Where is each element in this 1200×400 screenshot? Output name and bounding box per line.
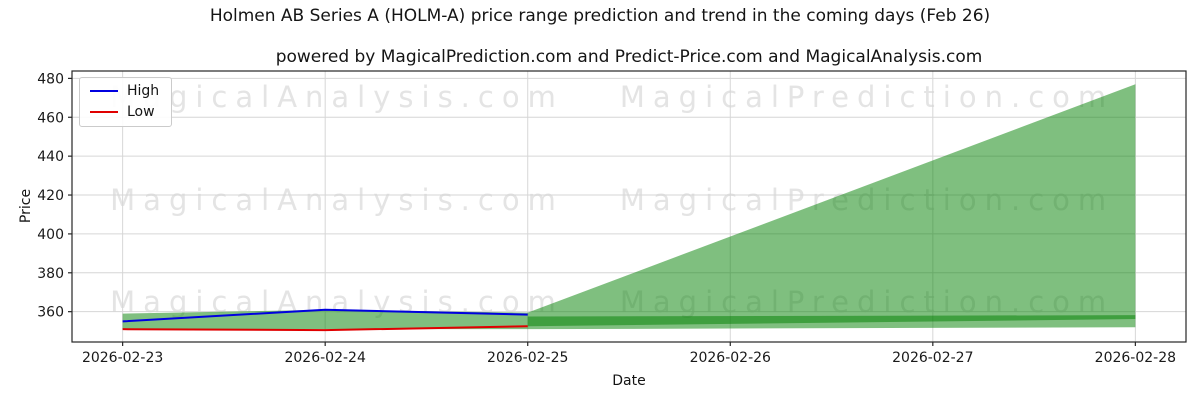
band-prediction-trend-wedge: [527, 315, 1136, 327]
watermark-text: MagicalPrediction.com: [619, 80, 1115, 114]
legend-item-high: High: [90, 84, 159, 98]
x-tick-label: 2026-02-27: [892, 350, 973, 366]
chart-subtitle: powered by MagicalPrediction.com and Pre…: [275, 47, 983, 67]
chart-title: Holmen AB Series A (HOLM-A) price range …: [209, 6, 991, 26]
band-prediction-fan: [527, 84, 1136, 330]
y-axis-label: Price: [18, 188, 34, 224]
x-tick-label: 2026-02-24: [284, 350, 365, 366]
y-tick-label: 360: [37, 305, 64, 321]
series-line-high: [122, 308, 528, 323]
x-axis-label: Date: [612, 373, 646, 389]
watermark-text: MagicalAnalysis.com: [110, 183, 564, 217]
low-line-swatch: [90, 111, 118, 113]
legend-label-high: High: [127, 83, 160, 99]
y-tick-label: 420: [37, 188, 64, 204]
y-tick-label: 480: [37, 71, 64, 87]
y-tick-label: 440: [37, 149, 64, 165]
legend-item-low: Low: [90, 105, 159, 119]
y-tick-label: 380: [37, 266, 64, 282]
y-tick-label: 460: [37, 110, 64, 126]
legend: High Low: [79, 77, 173, 127]
x-tick-label: 2026-02-26: [690, 350, 771, 366]
axes-spines: [71, 70, 1187, 343]
series-line-low: [122, 325, 528, 332]
x-tick-label: 2026-02-28: [1095, 350, 1176, 366]
watermark-text: MagicalAnalysis.com: [110, 80, 564, 114]
legend-label-low: Low: [127, 104, 155, 120]
y-tick-label: 400: [37, 227, 64, 243]
x-tick-label: 2026-02-25: [487, 350, 568, 366]
x-tick-label: 2026-02-23: [82, 350, 163, 366]
high-line-swatch: [90, 90, 118, 92]
